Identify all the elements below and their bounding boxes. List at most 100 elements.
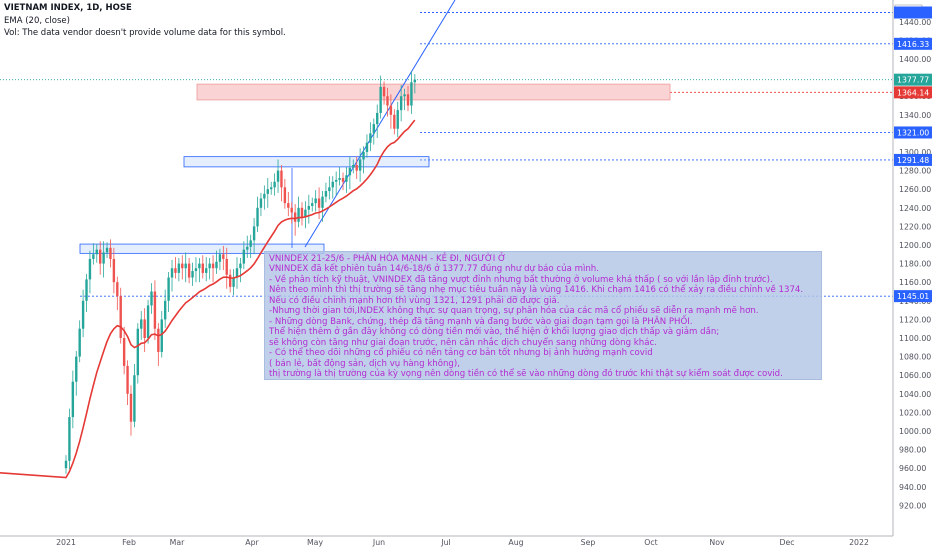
- candle-body: [225, 258, 228, 275]
- price-tag-text: 1145.01: [897, 292, 929, 301]
- zone-resistance: [196, 83, 671, 101]
- candle-body: [283, 187, 287, 204]
- candle-body: [218, 254, 222, 262]
- candle-body: [393, 114, 396, 129]
- candle-body: [317, 198, 321, 208]
- note-line: - Có thể theo dõi những cổ phiếu có nền …: [269, 348, 653, 359]
- candle-body: [64, 460, 68, 469]
- x-tick-label: Jul: [440, 538, 450, 547]
- price-tag-text: 1377.77: [897, 76, 929, 85]
- candle-body: [109, 247, 112, 259]
- candle-body: [211, 263, 215, 269]
- candle-body: [287, 203, 290, 208]
- y-tick-label: 1440.00: [899, 18, 931, 27]
- candle-body: [222, 254, 225, 259]
- zone-support-1291: [183, 156, 430, 168]
- note-line: ( bán lẻ, bất động sản, dịch vụ hàng khô…: [269, 358, 460, 369]
- y-tick-label: 960.00: [899, 464, 926, 473]
- candle-body: [379, 86, 382, 113]
- candle-body: [276, 170, 280, 182]
- candle-body: [321, 196, 324, 208]
- candle-body: [205, 268, 208, 273]
- candle-body: [328, 187, 331, 192]
- candle-body: [331, 181, 334, 188]
- y-tick-label: 980.00: [899, 446, 926, 455]
- y-tick-label: 1040.00: [899, 390, 931, 399]
- candle-body: [198, 263, 201, 269]
- price-tag: [894, 153, 932, 166]
- candle-body: [170, 268, 174, 278]
- candle-body: [403, 94, 406, 97]
- candle-body: [102, 252, 105, 264]
- note-line: sẽ không còn tăng như giai đoạn trước, n…: [269, 337, 657, 348]
- note-line: VNINDEX đã kết phiên tuần 14/6-18/6 ở 13…: [269, 264, 599, 275]
- volume-notice: Vol: The data vendor doesn't provide vol…: [4, 28, 286, 38]
- ema-legend: EMA (20, close): [4, 16, 70, 26]
- candle-body: [242, 249, 246, 264]
- candle-body: [157, 328, 160, 352]
- candle-body: [105, 247, 109, 253]
- candle-body: [95, 249, 98, 255]
- candle-body: [369, 133, 372, 143]
- candle-body: [167, 277, 170, 301]
- candle-body: [345, 175, 348, 182]
- candle-body: [252, 226, 256, 241]
- candle-body: [78, 328, 81, 357]
- price-tag: [894, 6, 932, 19]
- y-tick-label: 1180.00: [899, 260, 931, 269]
- y-tick-label: 1060.00: [899, 371, 931, 380]
- candle-body: [191, 271, 194, 278]
- y-tick-label: 1160.00: [899, 278, 931, 287]
- candle-body: [208, 263, 211, 269]
- candle-body: [129, 393, 133, 422]
- note-line: Thể hiện thêm ở gần đây không có dòng ti…: [269, 327, 720, 338]
- y-tick-label: 1200.00: [899, 241, 931, 250]
- y-tick-label: 1340.00: [899, 111, 931, 120]
- candle-body: [68, 417, 71, 461]
- candle-body: [235, 268, 239, 278]
- candle-body: [126, 365, 129, 394]
- candle-body: [358, 159, 362, 171]
- candle-body: [324, 191, 328, 197]
- candle-body: [280, 170, 283, 188]
- candle-body: [174, 268, 177, 273]
- y-tick-label: 920.00: [899, 501, 926, 510]
- x-tick-label: 2022: [849, 538, 869, 547]
- candle-body: [71, 381, 75, 418]
- candle-body: [293, 212, 297, 222]
- candle-body: [239, 263, 242, 269]
- price-tag: [894, 86, 932, 99]
- y-tick-label: 1120.00: [899, 315, 931, 324]
- candle-body: [116, 282, 119, 297]
- note-line: VNINDEX 21-25/6 - PHÂN HÓA MẠNH - KẺ ĐI,…: [269, 254, 506, 264]
- candle-body: [270, 187, 273, 190]
- y-tick-label: 1100.00: [899, 334, 931, 343]
- candle-body: [177, 263, 181, 273]
- candle-body: [410, 82, 413, 106]
- chart-title: VIETNAM INDEX, 1D, HOSE: [4, 3, 132, 13]
- candle-body: [81, 300, 85, 329]
- y-tick-label: 1000.00: [899, 427, 931, 436]
- candle-body: [338, 178, 341, 180]
- candle-body: [228, 274, 232, 287]
- candle-body: [290, 207, 293, 213]
- candle-body: [314, 198, 317, 204]
- candle-body: [334, 179, 338, 182]
- candle-body: [304, 209, 307, 218]
- candle-body: [85, 279, 88, 301]
- x-tick-label: Feb: [122, 538, 136, 547]
- candle-body: [184, 263, 187, 269]
- candle-body: [372, 124, 375, 134]
- x-tick-label: 2021: [56, 538, 76, 547]
- candle-body: [140, 319, 143, 329]
- analysis-note[interactable]: VNINDEX 21-25/6 - PHÂN HÓA MẠNH - KẺ ĐI,…: [264, 251, 822, 380]
- price-tag: [894, 37, 932, 50]
- candle-body: [355, 165, 358, 171]
- candle-body: [133, 375, 136, 422]
- candle-body: [376, 112, 379, 125]
- candle-body: [297, 207, 300, 222]
- note-line: -Nhưng thời gian tới,INDEX không thực sự…: [269, 306, 759, 317]
- x-tick-label: May: [307, 538, 324, 547]
- candle-body: [352, 165, 355, 168]
